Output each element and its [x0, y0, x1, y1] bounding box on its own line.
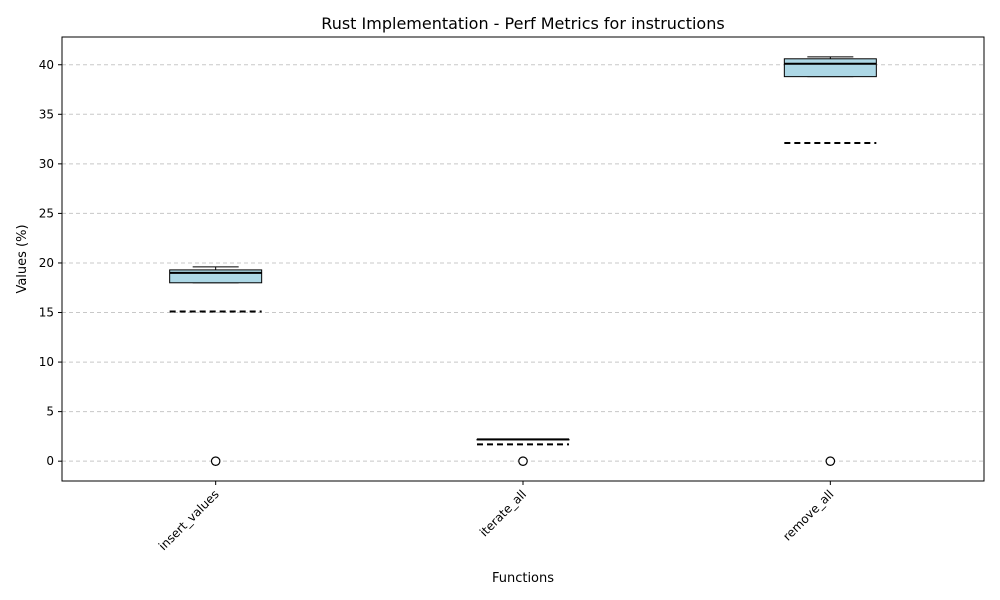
y-axis-ticks: 0 5 10 15 20 25 30 35 40: [39, 58, 62, 468]
box-insert_values: [169, 266, 263, 466]
y-tick-label: 35: [39, 107, 54, 121]
plot-frame: [61, 36, 985, 482]
y-tick-label: 20: [39, 256, 54, 270]
box-remove_all: [783, 56, 877, 466]
y-tick-label: 10: [39, 355, 54, 369]
box-iterate_all: [476, 438, 570, 466]
x-tick-label: remove_all: [780, 487, 836, 543]
x-axis-ticks: insert_values iterate_all remove_all: [156, 481, 836, 553]
grid-lines: [62, 64, 984, 462]
y-axis-label: Values (%): [15, 224, 30, 293]
outlier-point: [210, 456, 221, 466]
box-series: [169, 56, 877, 466]
chart-title: Rust Implementation - Perf Metrics for i…: [321, 14, 724, 33]
y-tick-label: 0: [46, 454, 54, 468]
y-tick-label: 40: [39, 58, 54, 72]
y-tick-label: 5: [46, 405, 54, 419]
iqr-box: [783, 58, 877, 78]
x-tick-label: insert_values: [156, 487, 222, 553]
y-tick-label: 15: [39, 306, 54, 320]
iqr-box: [169, 269, 263, 284]
y-tick-label: 30: [39, 157, 54, 171]
y-tick-label: 25: [39, 206, 54, 220]
outlier-point: [825, 456, 836, 466]
x-axis-label: Functions: [492, 571, 554, 586]
x-tick-label: iterate_all: [477, 487, 529, 539]
outlier-point: [518, 456, 528, 466]
